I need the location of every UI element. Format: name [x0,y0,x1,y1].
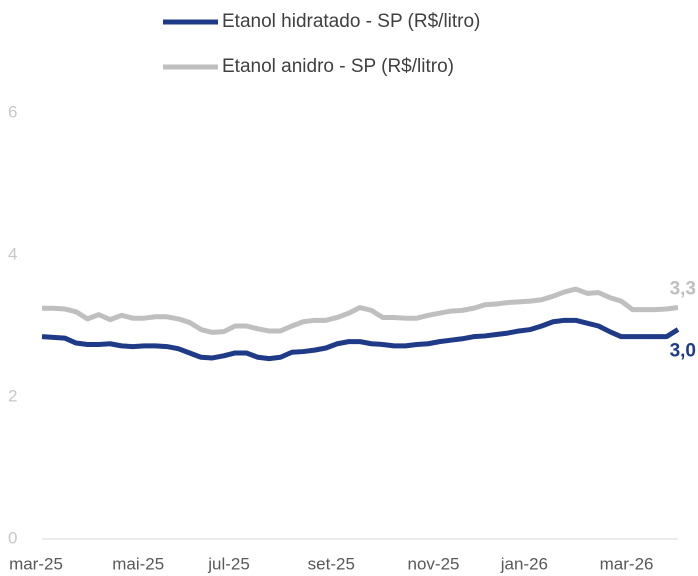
y-tick-label: 4 [8,244,17,263]
y-tick-label: 6 [8,102,17,121]
legend-label: Etanol anidro - SP (R$/litro) [222,56,454,77]
y-tick-label: 2 [8,386,17,405]
x-tick-label: nov-25 [408,554,460,573]
x-tick-label: mar-26 [600,554,654,573]
x-tick-label: mai-25 [112,554,164,573]
series-line [42,286,679,335]
x-tick-label: mar-25 [9,554,63,573]
data-label: 3,0 [670,341,696,362]
y-tick-label: 0 [8,528,17,547]
series-line [41,317,680,362]
x-tick-label: jul-25 [207,554,250,573]
x-tick-label: jan-26 [500,554,548,573]
data-label: 3,3 [670,279,696,300]
x-tick-label: set-25 [308,554,355,573]
legend-label: Etanol hidratado - SP (R$/litro) [222,11,480,32]
